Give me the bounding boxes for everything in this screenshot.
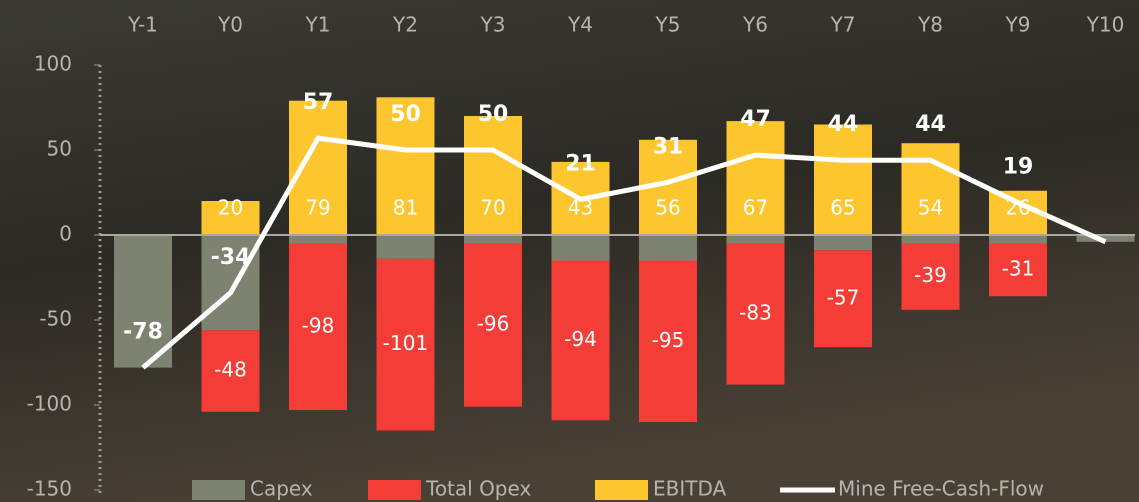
data-label: -48	[214, 358, 247, 382]
x-tick-label: Y-1	[127, 13, 158, 37]
data-label: 79	[305, 196, 330, 220]
data-label: 50	[390, 102, 421, 127]
data-label: 47	[740, 107, 771, 132]
bar	[464, 235, 522, 244]
x-tick-label: Y0	[217, 13, 243, 37]
bar	[726, 235, 785, 244]
data-label: 56	[655, 196, 680, 220]
y-tick-label: 50	[47, 137, 72, 161]
data-label: -96	[477, 312, 510, 336]
bar	[989, 235, 1047, 244]
data-label: -39	[914, 263, 947, 287]
bar	[289, 243, 347, 411]
bar	[201, 201, 260, 235]
y-tick-label: 0	[59, 222, 72, 246]
x-tick-label: Y3	[480, 13, 506, 37]
data-label: 65	[830, 196, 855, 220]
bar	[376, 258, 435, 431]
bar	[201, 330, 260, 412]
data-label: 20	[218, 196, 243, 220]
bar	[639, 235, 697, 261]
bar	[814, 250, 872, 348]
data-label: 19	[1003, 155, 1034, 180]
x-tick-label: Y2	[392, 13, 418, 37]
x-tick-label: Y7	[830, 13, 856, 37]
bar	[1076, 235, 1135, 242]
data-label: -83	[739, 301, 772, 325]
bar	[114, 235, 172, 368]
legend-swatch	[368, 480, 421, 500]
bar	[814, 235, 872, 251]
bar	[639, 260, 697, 422]
x-tick-label: Y10	[1086, 13, 1125, 37]
y-tick-label: -150	[27, 477, 72, 501]
x-tick-label: Y8	[917, 13, 943, 37]
x-tick-label: Y5	[655, 13, 681, 37]
data-label: 70	[480, 196, 505, 220]
x-tick-label: Y6	[742, 13, 768, 37]
data-label: -94	[564, 327, 597, 351]
legend-label: EBITDA	[653, 477, 727, 501]
data-label: -34	[211, 245, 251, 270]
y-tick-label: 100	[34, 52, 72, 76]
y-tick-label: -100	[27, 392, 72, 416]
bar	[726, 243, 785, 385]
data-label: 44	[828, 112, 859, 137]
data-label: 57	[303, 90, 334, 115]
bar	[289, 235, 347, 244]
data-label: -98	[302, 313, 335, 337]
data-label: 43	[568, 196, 593, 220]
data-label: 31	[653, 134, 684, 159]
data-label: -57	[827, 285, 860, 309]
x-tick-label: Y4	[567, 13, 593, 37]
bar	[901, 143, 960, 235]
data-label: 26	[1005, 196, 1030, 220]
data-label: 81	[393, 196, 418, 220]
bar	[376, 97, 435, 235]
bar	[814, 124, 872, 235]
data-label: 54	[918, 196, 943, 220]
line	[141, 135, 1107, 370]
legend-label: Capex	[250, 477, 313, 501]
legend-label: Total Opex	[425, 477, 531, 501]
legend-swatch	[595, 480, 648, 500]
bar	[551, 235, 610, 261]
data-label: -101	[383, 331, 428, 355]
bar	[376, 235, 435, 259]
data-label: 50	[478, 102, 509, 127]
data-label: 44	[915, 112, 946, 137]
data-label: 67	[743, 196, 768, 220]
data-label: 21	[565, 151, 596, 176]
bar	[551, 260, 610, 421]
legend-swatch	[192, 480, 245, 500]
x-tick-label: Y1	[305, 13, 331, 37]
x-tick-label: Y9	[1005, 13, 1031, 37]
bar	[201, 235, 260, 331]
legend-label: Mine Free-Cash-Flow	[838, 477, 1044, 501]
bar	[989, 243, 1047, 297]
bar	[464, 243, 522, 407]
data-label: -31	[1002, 256, 1035, 280]
data-label: -95	[652, 328, 685, 352]
bar	[726, 121, 785, 235]
bar	[901, 235, 960, 244]
bar	[464, 116, 522, 235]
y-tick-label: -50	[39, 307, 72, 331]
data-label: -78	[123, 320, 163, 345]
bar	[901, 243, 960, 310]
